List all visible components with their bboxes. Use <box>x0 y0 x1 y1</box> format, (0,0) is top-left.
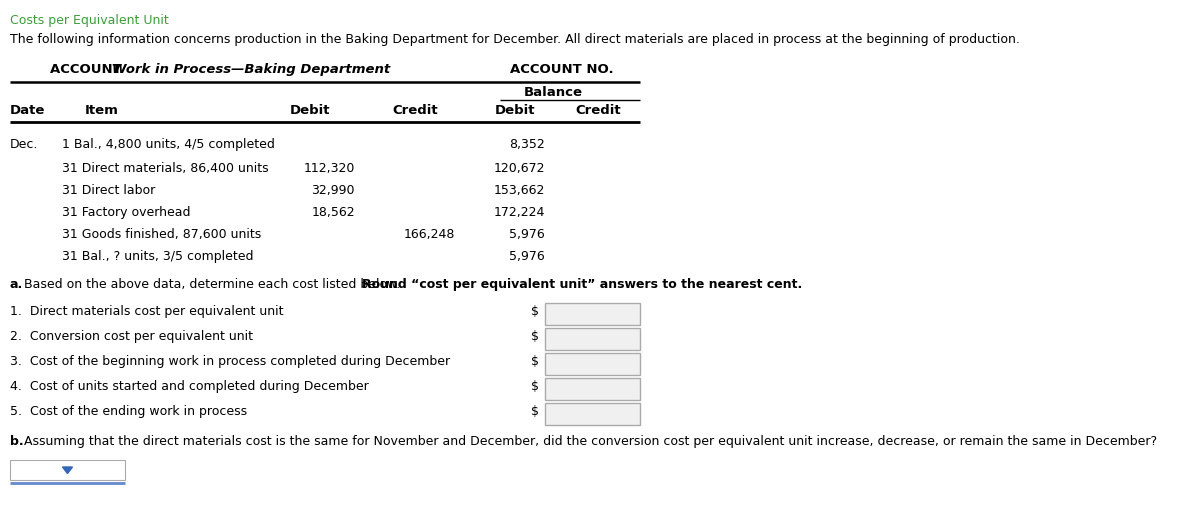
Text: 1.  Direct materials cost per equivalent unit: 1. Direct materials cost per equivalent … <box>10 305 283 318</box>
Text: Item: Item <box>85 104 119 117</box>
Text: Debit: Debit <box>494 104 535 117</box>
Text: a.: a. <box>10 278 23 291</box>
Text: 31 Direct materials, 86,400 units: 31 Direct materials, 86,400 units <box>62 162 269 175</box>
Text: $: $ <box>530 355 539 368</box>
Text: 5,976: 5,976 <box>509 228 545 241</box>
Text: Date: Date <box>10 104 46 117</box>
Text: The following information concerns production in the Baking Department for Decem: The following information concerns produ… <box>10 33 1020 46</box>
Text: $: $ <box>530 330 539 343</box>
Text: Dec.: Dec. <box>10 138 38 151</box>
Text: 32,990: 32,990 <box>312 184 355 197</box>
Text: 31 Factory overhead: 31 Factory overhead <box>62 206 191 219</box>
Text: 31 Bal., ? units, 3/5 completed: 31 Bal., ? units, 3/5 completed <box>62 250 253 263</box>
Text: 31 Goods finished, 87,600 units: 31 Goods finished, 87,600 units <box>62 228 262 241</box>
Text: Work in Process—Baking Department: Work in Process—Baking Department <box>112 63 390 76</box>
Text: 31 Direct labor: 31 Direct labor <box>62 184 155 197</box>
FancyBboxPatch shape <box>545 403 640 425</box>
Polygon shape <box>62 467 72 473</box>
Text: Debit: Debit <box>289 104 330 117</box>
Text: 5,976: 5,976 <box>509 250 545 263</box>
FancyBboxPatch shape <box>545 378 640 400</box>
Text: 153,662: 153,662 <box>493 184 545 197</box>
Text: 112,320: 112,320 <box>304 162 355 175</box>
Text: Costs per Equivalent Unit: Costs per Equivalent Unit <box>10 14 169 27</box>
Text: 2.  Conversion cost per equivalent unit: 2. Conversion cost per equivalent unit <box>10 330 253 343</box>
Text: Credit: Credit <box>392 104 438 117</box>
Text: ACCOUNT NO.: ACCOUNT NO. <box>510 63 613 76</box>
Text: b.: b. <box>10 435 24 448</box>
Text: 8,352: 8,352 <box>509 138 545 151</box>
Text: 120,672: 120,672 <box>493 162 545 175</box>
Text: Assuming that the direct materials cost is the same for November and December, d: Assuming that the direct materials cost … <box>24 435 1157 448</box>
Text: Credit: Credit <box>575 104 620 117</box>
Text: 5.  Cost of the ending work in process: 5. Cost of the ending work in process <box>10 405 247 418</box>
Text: $: $ <box>530 405 539 418</box>
FancyBboxPatch shape <box>10 460 125 480</box>
Text: $: $ <box>530 305 539 318</box>
FancyBboxPatch shape <box>545 303 640 325</box>
FancyBboxPatch shape <box>545 328 640 350</box>
Text: Based on the above data, determine each cost listed below.: Based on the above data, determine each … <box>24 278 404 291</box>
Text: Round “cost per equivalent unit” answers to the nearest cent.: Round “cost per equivalent unit” answers… <box>362 278 803 291</box>
Text: Balance: Balance <box>523 86 582 99</box>
Text: 18,562: 18,562 <box>311 206 355 219</box>
Text: $: $ <box>530 380 539 393</box>
Text: 172,224: 172,224 <box>493 206 545 219</box>
Text: 166,248: 166,248 <box>403 228 455 241</box>
Text: 3.  Cost of the beginning work in process completed during December: 3. Cost of the beginning work in process… <box>10 355 450 368</box>
FancyBboxPatch shape <box>545 353 640 375</box>
Text: ACCOUNT: ACCOUNT <box>50 63 126 76</box>
Text: 1 Bal., 4,800 units, 4/5 completed: 1 Bal., 4,800 units, 4/5 completed <box>62 138 275 151</box>
Text: 4.  Cost of units started and completed during December: 4. Cost of units started and completed d… <box>10 380 368 393</box>
